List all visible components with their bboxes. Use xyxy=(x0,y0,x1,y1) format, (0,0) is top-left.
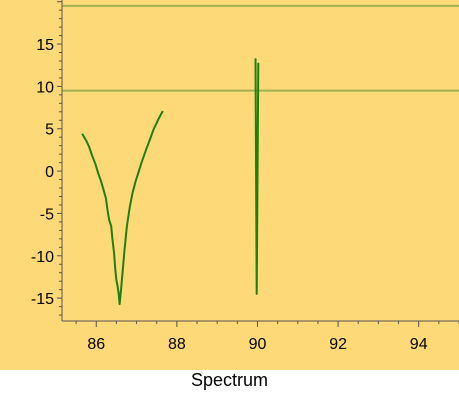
spectrum-chart: -15 -10 -5 0 5 10 15 86 88 90 92 94 xyxy=(0,0,459,370)
x-tick-label: 88 xyxy=(168,336,186,353)
x-tick-label: 94 xyxy=(410,336,428,353)
y-tick-label: 10 xyxy=(36,79,54,96)
x-tick-label: 90 xyxy=(249,336,267,353)
chart-svg: -15 -10 -5 0 5 10 15 86 88 90 92 94 xyxy=(0,0,459,370)
x-tick-label: 92 xyxy=(329,336,347,353)
y-tick-label: 0 xyxy=(45,164,54,181)
chart-background xyxy=(0,0,459,370)
y-tick-label: 5 xyxy=(45,122,54,139)
series-line-2 xyxy=(254,58,260,295)
y-tick-label: 15 xyxy=(36,37,54,54)
y-tick-label: -15 xyxy=(31,291,54,308)
x-tick-label: 86 xyxy=(87,336,105,353)
y-tick-label: -5 xyxy=(40,206,54,223)
chart-caption: Spectrum xyxy=(190,370,269,390)
y-tick-label: -10 xyxy=(31,249,54,266)
series-line-1 xyxy=(81,110,164,306)
